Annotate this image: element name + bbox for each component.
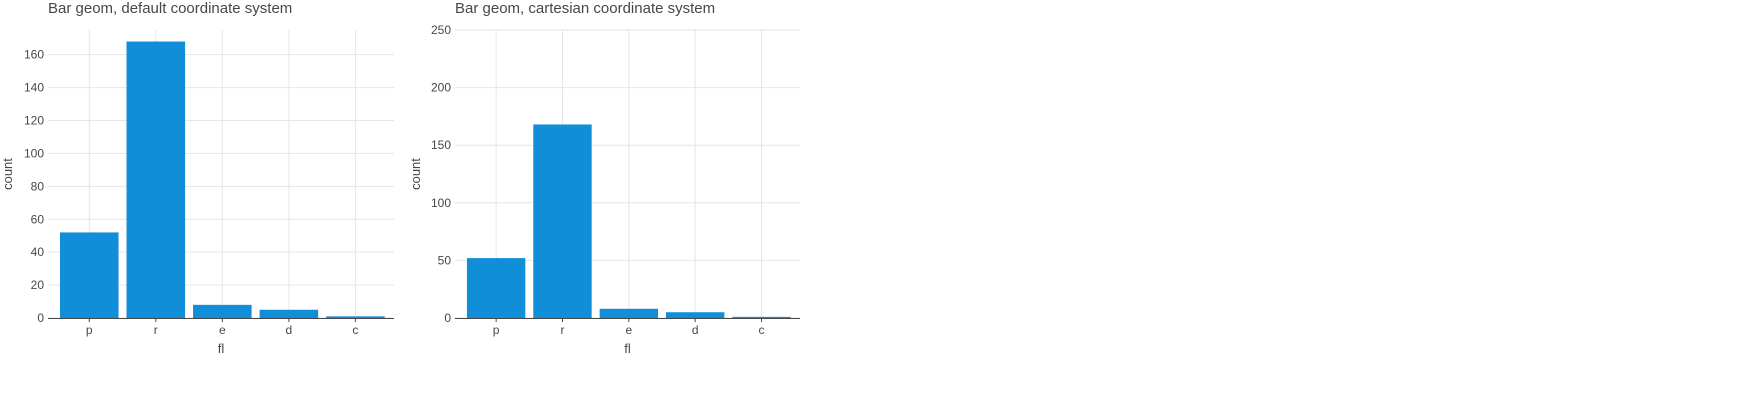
- y-tick-label: 20: [31, 278, 45, 292]
- bar-chart-svg: 0 50 100 150 200 250 p r e d c fl count: [408, 23, 800, 356]
- chart-left: Bar geom, default coordinate system 0 20 4…: [0, 0, 410, 400]
- bar-chart-svg: 0 20 40 60 80 100 120 140 160 p r e d c fl count: [0, 30, 394, 356]
- x-tick-label: p: [493, 323, 500, 337]
- y-tick-label: 50: [438, 253, 452, 267]
- y-tick-label: 60: [31, 212, 45, 226]
- y-tick-label: 0: [37, 311, 44, 325]
- bar-e: [193, 304, 252, 318]
- x-axis-title: fl: [624, 341, 631, 356]
- x-tick-label: c: [759, 323, 765, 337]
- y-axis-title: count: [408, 158, 423, 190]
- bar-p: [59, 232, 119, 318]
- bar-c: [732, 316, 791, 318]
- x-tick-label: r: [154, 323, 158, 337]
- x-axis-title: fl: [218, 341, 225, 356]
- bar-d: [259, 309, 319, 318]
- y-tick-label: 120: [24, 114, 44, 128]
- x-tick-label: c: [352, 323, 358, 337]
- x-tick-label: d: [286, 323, 293, 337]
- chart-title: Bar geom, cartesian coordinate system: [455, 0, 716, 17]
- bar-r: [533, 124, 592, 319]
- x-tick-label: e: [219, 323, 226, 337]
- x-tick-label: r: [560, 323, 564, 337]
- x-tick-label: e: [625, 323, 632, 337]
- y-tick-label: 200: [431, 81, 451, 95]
- bar-r: [126, 41, 186, 319]
- y-tick-label: 100: [431, 196, 451, 210]
- y-tick-label: 80: [31, 179, 45, 193]
- y-tick-label: 40: [31, 245, 45, 259]
- y-tick-label: 150: [431, 138, 451, 152]
- bar-c: [326, 316, 385, 318]
- bar-e: [599, 308, 659, 318]
- x-tick-label: d: [692, 323, 699, 337]
- y-axis-title: count: [0, 158, 15, 190]
- bar-d: [665, 312, 725, 318]
- chart-title: Bar geom, default coordinate system: [48, 0, 293, 17]
- bar-p: [466, 258, 526, 318]
- y-tick-label: 100: [24, 146, 44, 160]
- y-tick-label: 0: [444, 311, 451, 325]
- chart-right: Bar geom, cartesian coordinate system 0 5…: [408, 0, 820, 400]
- y-tick-label: 250: [431, 23, 451, 37]
- x-tick-label: p: [86, 323, 93, 337]
- y-tick-label: 160: [24, 48, 44, 62]
- y-tick-label: 140: [24, 81, 44, 95]
